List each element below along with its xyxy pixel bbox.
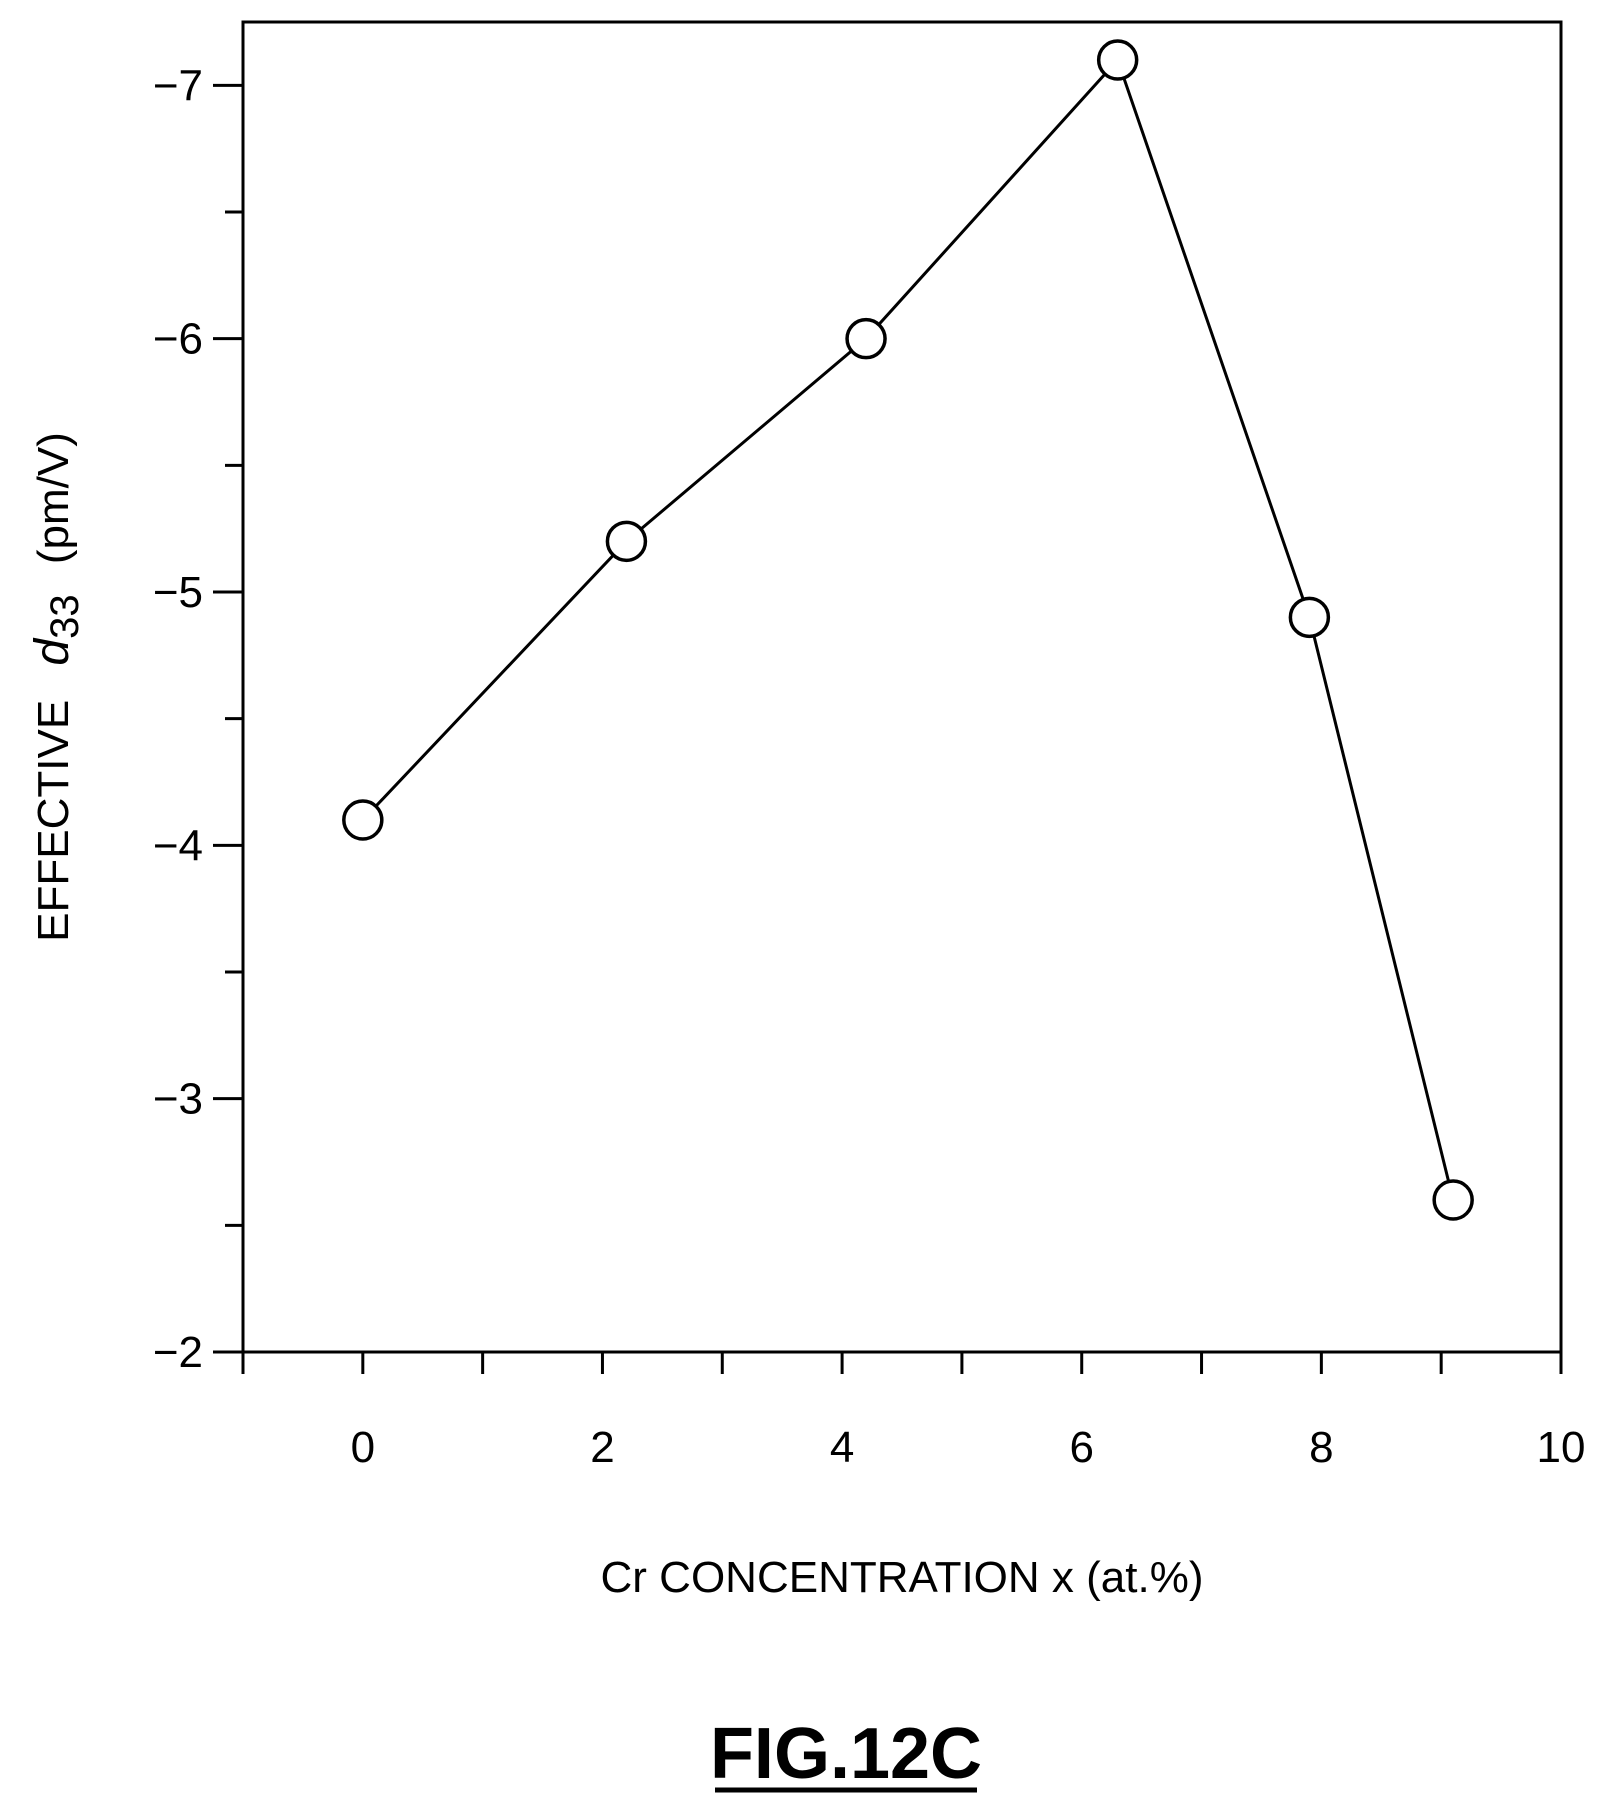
figure-caption: FIG.12C	[710, 1714, 982, 1794]
data-series	[342, 39, 1474, 1221]
data-point-marker	[605, 520, 648, 563]
x-tick-label: 6	[1069, 1423, 1093, 1472]
y-tick-label: −4	[153, 821, 203, 870]
data-point-marker	[1288, 596, 1331, 639]
y-axis-title-symbol: d	[26, 638, 79, 666]
series-line	[361, 57, 1455, 1201]
y-axis-ticks: −2 −3 −4 −5 −6 −7	[153, 61, 243, 1377]
y-axis-title-prefix: EFFECTIVE	[29, 700, 78, 942]
svg-text:EFFECTIVE d33 (pm/: EFFECTIVE d33 (pm/V)	[26, 432, 88, 942]
y-tick-label: −5	[153, 568, 203, 617]
plot-frame	[241, 20, 1563, 1354]
y-tick-label: −7	[153, 61, 203, 110]
y-tick-label: −3	[153, 1075, 203, 1124]
data-point-marker	[1432, 1179, 1474, 1221]
x-tick-label: 8	[1309, 1423, 1333, 1472]
y-tick-label: −2	[153, 1328, 203, 1377]
y-axis-title-subscript: 33	[43, 594, 87, 639]
x-tick-label: 4	[830, 1423, 854, 1472]
x-axis-ticks: 0 2 4 6 8 10	[241, 1352, 1586, 1472]
x-tick-label: 10	[1537, 1423, 1586, 1472]
y-axis-title-unit: (pm/V)	[29, 432, 78, 564]
x-axis-title: Cr CONCENTRATION x (at.%)	[601, 1553, 1204, 1602]
y-tick-label: −6	[153, 315, 203, 364]
x-tick-label: 0	[351, 1423, 375, 1472]
data-point-marker	[342, 799, 384, 841]
y-axis-title: EFFECTIVE d33 (pm/V)	[26, 432, 88, 942]
data-point-marker	[845, 317, 887, 360]
x-tick-label: 2	[590, 1423, 614, 1472]
data-point-marker	[1096, 39, 1139, 81]
